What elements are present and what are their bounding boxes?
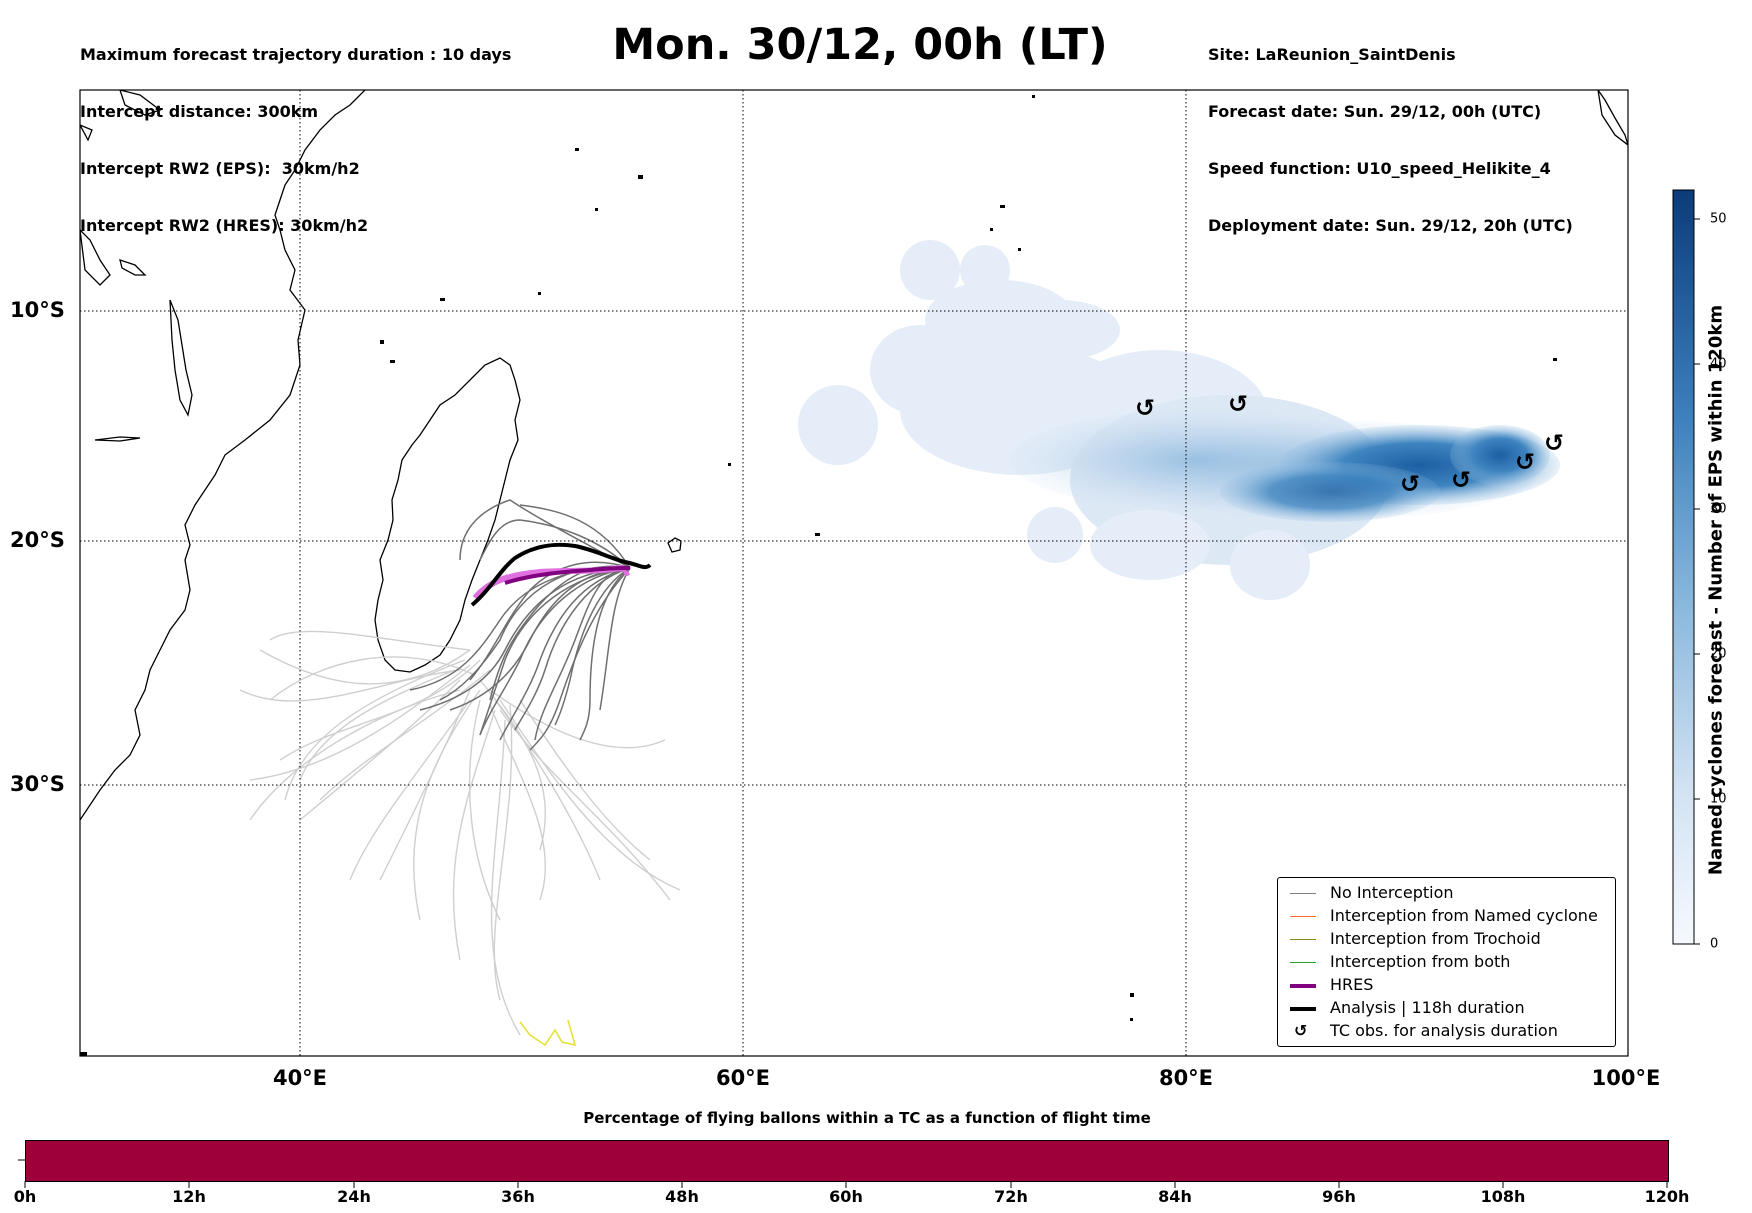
cyclone-symbol-icon: ↺: [1451, 466, 1472, 494]
map-title: Mon. 30/12, 00h (LT): [612, 20, 1108, 70]
time-bar-title: Percentage of flying ballons within a TC…: [583, 1109, 1151, 1127]
density-colorbar: [1672, 189, 1695, 945]
longitude-label: 100°E: [1591, 1066, 1661, 1090]
legend-label: No Interception: [1330, 883, 1454, 902]
cyclone-symbol-icon: ↺: [1515, 448, 1536, 476]
legend-label: Interception from Trochoid: [1330, 929, 1541, 948]
colorbar-tick-label: 50: [1710, 211, 1727, 227]
info-line: Intercept RW2 (EPS): 30km/h2: [80, 159, 360, 178]
info-line: Forecast date: Sun. 29/12, 00h (UTC): [1208, 102, 1542, 121]
coastline-fragment: [169, 299, 193, 417]
reunion-island: [667, 537, 682, 553]
eps-trajectories-light: [239, 630, 681, 1036]
madagascar-coastline: [374, 357, 521, 673]
legend-item: Interception from Named cyclone: [1278, 905, 1615, 928]
legend-item: HRES: [1278, 974, 1615, 997]
colorbar-ticks: [1694, 218, 1700, 945]
coastline-fragment: [94, 436, 141, 442]
latitude-label: 20°S: [10, 528, 65, 552]
legend-label: Interception from both: [1330, 952, 1511, 971]
map-frame: [79, 89, 1629, 1057]
small-islands: [80, 95, 1557, 1056]
latitude-label: 30°S: [10, 772, 65, 796]
analysis-trajectory: [470, 542, 652, 607]
legend-line-swatch: [1290, 916, 1316, 917]
time-bar-tick-label: 72h: [994, 1187, 1028, 1206]
coastline-fragment: [80, 124, 93, 142]
info-line: Speed function: U10_speed_Helikite_4: [1208, 159, 1551, 178]
time-bar: [25, 1140, 1669, 1182]
legend-line-swatch: [1290, 939, 1316, 940]
colorbar-tick-label: 40: [1710, 356, 1727, 372]
time-bar-tick-label: 108h: [1480, 1187, 1526, 1206]
legend-item: ↺ TC obs. for analysis duration: [1278, 1020, 1615, 1043]
cyclone-density-field: [798, 240, 1560, 600]
cyclone-symbol-icon: ↺: [1135, 394, 1156, 422]
cyclone-symbol-icon: ↺: [1294, 1021, 1308, 1040]
time-bar-tick-label: 12h: [172, 1187, 206, 1206]
forecast-parameters-info: Maximum forecast trajectory duration : 1…: [80, 7, 511, 254]
map-legend: No Interception Interception from Named …: [1277, 877, 1616, 1047]
graticule: [80, 90, 1628, 1056]
coastline-fragment: [1597, 90, 1628, 146]
legend-line-swatch: [1290, 1007, 1316, 1011]
time-bar-tick-label: 84h: [1158, 1187, 1192, 1206]
legend-line-swatch: [1290, 984, 1316, 988]
legend-item: Interception from Trochoid: [1278, 928, 1615, 951]
time-bar-tick-label: 24h: [337, 1187, 371, 1206]
longitude-label: 80°E: [1158, 1066, 1214, 1090]
colorbar-tick-label: 30: [1710, 501, 1727, 517]
legend-line-swatch: [1290, 962, 1316, 963]
cyclone-symbol-icon: ↺: [1228, 390, 1249, 418]
yellow-trajectory: [519, 1019, 577, 1047]
longitude-label: 60°E: [715, 1066, 771, 1090]
coastlines: [80, 90, 1628, 821]
colorbar-tick-label: 20: [1710, 646, 1727, 662]
info-line: Maximum forecast trajectory duration : 1…: [80, 45, 512, 64]
colorbar-tick-label: 10: [1710, 791, 1727, 807]
legend-item: Analysis | 118h duration: [1278, 997, 1615, 1020]
info-line: Site: LaReunion_SaintDenis: [1208, 45, 1456, 64]
coastline-fragment: [80, 229, 111, 286]
legend-item: No Interception: [1278, 882, 1615, 905]
time-bar-tick-label: 96h: [1322, 1187, 1356, 1206]
cyclone-symbol-icon: ↺: [1544, 429, 1565, 457]
info-line: Intercept distance: 300km: [80, 102, 319, 121]
time-bar-ticks: [18, 1159, 1668, 1188]
info-line: Intercept RW2 (HRES): 30km/h2: [80, 216, 369, 235]
time-bar-tick-label: 120h: [1644, 1187, 1690, 1206]
colorbar-title: Named cyclones forecast - Number of EPS …: [1705, 304, 1727, 876]
africa-coastline: [80, 90, 366, 821]
site-info: Site: LaReunion_SaintDenis Forecast date…: [1208, 7, 1573, 254]
time-bar-tick-label: 36h: [501, 1187, 535, 1206]
legend-label: TC obs. for analysis duration: [1330, 1021, 1558, 1040]
legend-item: Interception from both: [1278, 951, 1615, 974]
coastline-fragment: [119, 259, 147, 276]
latitude-label: 10°S: [10, 298, 65, 322]
legend-label: Analysis | 118h duration: [1330, 998, 1525, 1017]
time-bar-tick-label: 60h: [829, 1187, 863, 1206]
time-bar-tick-label: 48h: [665, 1187, 699, 1206]
info-line: Deployment date: Sun. 29/12, 20h (UTC): [1208, 216, 1573, 235]
longitude-label: 40°E: [272, 1066, 328, 1090]
eps-trajectories-dark: [409, 499, 631, 751]
colorbar-tick-label: 0: [1710, 936, 1719, 952]
legend-line-swatch: [1290, 893, 1316, 894]
coastline-fragment: [119, 90, 162, 116]
cyclone-symbol-icon: ↺: [1400, 470, 1421, 498]
legend-label: Interception from Named cyclone: [1330, 906, 1598, 925]
hres-trajectory: [504, 566, 631, 585]
legend-label: HRES: [1330, 975, 1374, 994]
time-bar-tick-label: 0h: [13, 1187, 37, 1206]
